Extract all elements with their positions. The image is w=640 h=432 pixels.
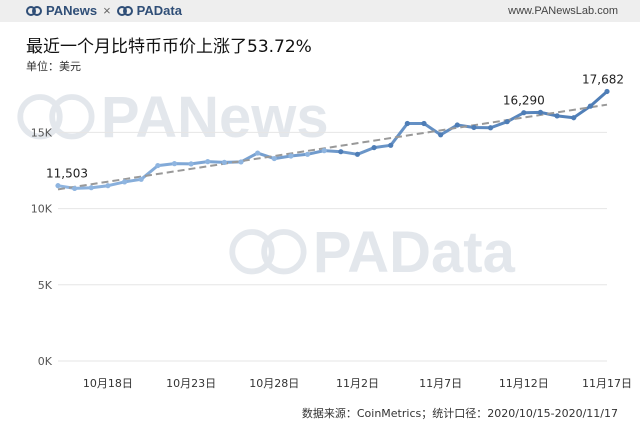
- data-point: [354, 151, 361, 157]
- svg-text:PAData: PAData: [313, 220, 516, 285]
- brand-right-label: PAData: [136, 3, 182, 18]
- data-point: [338, 149, 344, 155]
- panews-logo-icon: [26, 5, 42, 16]
- header-bar: [0, 0, 640, 22]
- price-line: [57, 90, 608, 190]
- unit-label: 单位：美元: [26, 60, 81, 73]
- data-point: [537, 109, 544, 115]
- data-point: [504, 119, 510, 125]
- data-point: [321, 148, 327, 154]
- y-tick-label: 10K: [31, 203, 53, 216]
- data-label: 17,682: [582, 72, 624, 86]
- data-point: [288, 153, 294, 159]
- data-point: [155, 162, 161, 169]
- data-point: [121, 179, 128, 185]
- data-point: [138, 176, 144, 182]
- padata-logo-icon: [116, 5, 133, 16]
- data-point: [571, 115, 577, 121]
- data-point: [255, 150, 261, 156]
- data-point: [604, 88, 610, 95]
- data-point: [221, 159, 227, 165]
- data-point: [454, 122, 460, 128]
- data-point: [421, 120, 427, 127]
- watermark-padata: PAData: [229, 220, 516, 285]
- site-url[interactable]: www.PANewsLab.com: [508, 5, 618, 17]
- data-point: [521, 110, 527, 116]
- data-point: [304, 151, 311, 157]
- y-tick-label: 0K: [38, 355, 53, 368]
- data-label: 16,290: [503, 94, 545, 108]
- x-tick-label: 10月18日: [83, 377, 133, 390]
- data-point: [238, 159, 244, 165]
- trend-line: [57, 103, 608, 191]
- x-tick-label: 11月2日: [336, 377, 379, 390]
- svg-text:PANews: PANews: [101, 85, 329, 150]
- source-note: 数据来源：CoinMetrics；统计口径：2020/10/15-2020/11…: [301, 407, 618, 420]
- chart-title: 最近一个月比特币币价上涨了53.72%: [26, 37, 312, 57]
- data-point: [487, 125, 494, 131]
- data-point: [438, 132, 444, 138]
- data-point: [205, 159, 211, 165]
- y-tick-label: 5K: [38, 279, 53, 292]
- x-tick-label: 11月17日: [582, 377, 632, 390]
- data-label: 11,503: [46, 167, 88, 181]
- x-tick-label: 10月23日: [166, 377, 216, 390]
- data-point: [55, 183, 61, 189]
- watermark-panews: PANews: [17, 85, 329, 150]
- brand-separator: ×: [103, 3, 111, 18]
- brand-logo: PANews × PAData: [26, 3, 182, 18]
- data-point: [88, 185, 94, 191]
- data-point: [404, 120, 410, 127]
- data-point: [371, 144, 377, 151]
- x-tick-label: 10月28日: [249, 377, 299, 390]
- x-tick-label: 11月12日: [499, 377, 549, 390]
- brand-left-label: PANews: [46, 3, 98, 18]
- data-point: [388, 142, 394, 148]
- data-point: [188, 161, 194, 167]
- data-point: [171, 161, 178, 167]
- data-point: [72, 185, 78, 192]
- data-point: [554, 113, 560, 119]
- y-tick-label: 15K: [31, 126, 53, 139]
- data-point: [271, 155, 277, 162]
- data-point: [587, 103, 593, 109]
- data-point: [105, 183, 111, 189]
- x-tick-label: 11月7日: [419, 377, 462, 390]
- data-point: [471, 124, 477, 131]
